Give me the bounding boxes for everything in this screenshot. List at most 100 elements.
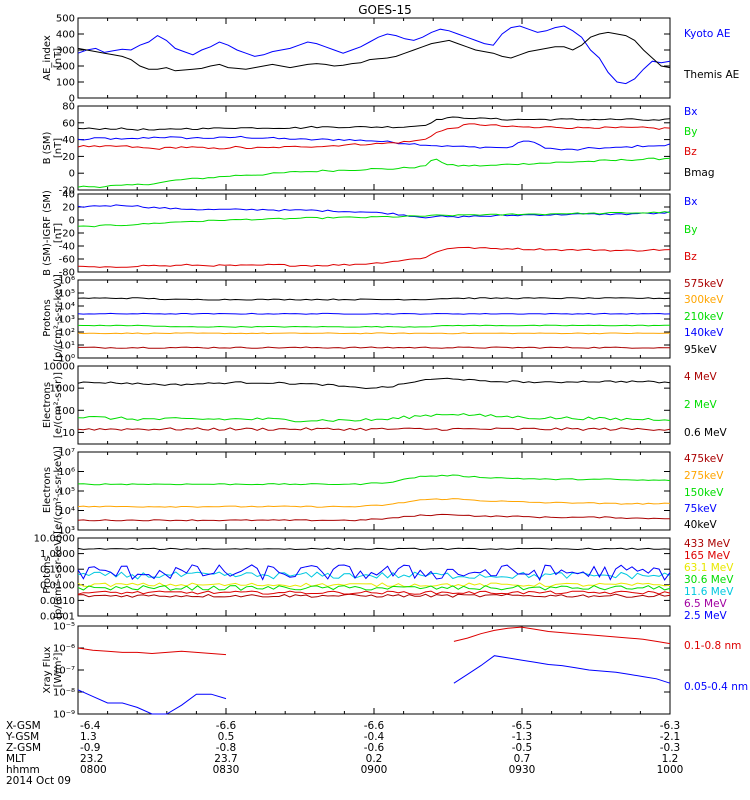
panel-frame: [77, 17, 671, 99]
footer-label-y-gsm: Y-GSM: [5, 731, 39, 743]
footer-y-gsm-value: 0.5: [218, 731, 235, 743]
y-tick-label: 10⁻⁶: [53, 644, 75, 655]
y-tick-label: 10⁵: [58, 289, 75, 300]
panel-protons: 10⁰10¹10²10³10⁴10⁵10⁶Protons[p/(cm²-s-sr…: [42, 274, 724, 364]
legend-6-5-mev: 6.5 MeV: [684, 598, 728, 610]
footer-x-gsm-value: -6.4: [80, 720, 101, 732]
y-tick-label: 10³: [58, 315, 75, 326]
panel-b_sm: -20 0 20 40 60 80 B (SM)[nT] Bx By Bz Bmag: [42, 102, 715, 197]
legend-275kev: 275keV: [684, 470, 724, 482]
y-tick-label: 40: [62, 190, 75, 201]
series-line-bz: [77, 123, 671, 150]
series-line-575kev: [78, 346, 671, 349]
y-axis-label-line: [nT]: [53, 48, 64, 68]
series-line-30-6-mev: [77, 585, 671, 591]
legend-95kev: 95keV: [684, 344, 718, 356]
footer-x-gsm-value: -6.6: [216, 720, 237, 732]
y-axis-label-line: B (SM): [42, 131, 53, 164]
footer-y-gsm-value: -0.4: [364, 731, 385, 743]
y-tick-label: 10⁵: [58, 487, 75, 498]
y-axis-label: B (SM)-IGRF (SM)[nT]: [42, 190, 64, 276]
y-axis-label-line: AE_index: [42, 35, 53, 81]
y-tick-label: 100: [56, 406, 75, 417]
y-tick-label: 10⁴: [58, 506, 75, 517]
y-axis-label-line: [e/(cm²-s-sr)]: [53, 372, 64, 438]
footer-hhmm-value: 0930: [509, 764, 536, 776]
footer-label-hhmm: hhmm: [6, 764, 40, 776]
series-line-0-1-0-8-nm: [77, 647, 227, 656]
legend-140kev: 140keV: [684, 327, 724, 339]
legend-bz: Bz: [684, 251, 697, 263]
series-line-0-6-mev: [77, 377, 671, 390]
y-axis-label-line: Electrons: [42, 467, 53, 513]
figure-title: GOES-15: [358, 3, 412, 17]
footer-x-gsm-value: -6.3: [660, 720, 681, 732]
y-tick-label: 80: [62, 102, 75, 113]
series-line-275kev: [77, 498, 671, 508]
panel-electrons_kev: 10³10⁴10⁵10⁶10⁷Electrons[e/(cm²-s-sr-keV…: [42, 446, 724, 536]
y-axis-label-line: [W/m²]: [53, 652, 64, 687]
y-tick-label: -40: [59, 242, 75, 253]
legend-2-mev: 2 MeV: [684, 399, 718, 411]
legend-bx: Bx: [684, 196, 697, 208]
y-tick-label: 10000: [43, 362, 75, 373]
legend-0-6-mev: 0.6 MeV: [684, 427, 728, 439]
panel-frame: [77, 625, 671, 715]
y-tick-label: 10⁴: [58, 302, 75, 313]
y-axis-label-line: [nT]: [53, 223, 64, 243]
legend-11-6-mev: 11.6 MeV: [684, 586, 734, 598]
legend-by: By: [684, 224, 697, 236]
legend-210kev: 210keV: [684, 311, 724, 323]
y-tick-label: 1.0000: [40, 549, 75, 560]
y-tick-label: 1000: [50, 384, 75, 395]
y-axis-label: Protons[p/(cm²-s-sr-keV)]: [42, 274, 64, 362]
legend-433-mev: 433 MeV: [684, 538, 731, 550]
legend-150kev: 150keV: [684, 487, 724, 499]
legend-63-1-mev: 63.1 MeV: [684, 562, 734, 574]
footer-mlt-value: 23.7: [214, 753, 237, 765]
legend-2-5-mev: 2.5 MeV: [684, 610, 728, 622]
y-tick-label: 100: [56, 78, 75, 89]
series-line-140kev: [77, 312, 671, 315]
panel-frame: [77, 365, 671, 445]
legend-bmag: Bmag: [684, 167, 715, 179]
y-tick-label: 10⁻⁵: [53, 622, 75, 633]
panel-frame: [77, 193, 671, 273]
series-line-by: [77, 157, 671, 189]
footer-mlt-value: 1.2: [662, 753, 679, 765]
series-line-11-6-mev: [77, 571, 671, 580]
y-axis-label: Electrons[e/(cm²-s-sr-keV)]: [42, 446, 64, 534]
footer-x-gsm-value: -6.5: [512, 720, 533, 732]
footer-mlt-value: 0.7: [514, 753, 531, 765]
y-tick-label: -20: [59, 229, 75, 240]
panel-protons_mev: 0.00010.00100.01000.10001.000010.0000Pro…: [34, 531, 735, 622]
panel-frame: [77, 279, 671, 359]
y-axis-label-line: Protons: [42, 556, 53, 593]
footer-date: 2014 Oct 09: [6, 775, 71, 787]
series-line-bx: [77, 204, 671, 219]
y-tick-label: 10⁻⁷: [53, 666, 75, 677]
series-line-210kev: [77, 324, 671, 328]
series-line-4-mev: [77, 427, 671, 431]
series-line-475kev: [77, 513, 671, 522]
y-tick-label: 0.0010: [40, 596, 75, 607]
series-line-300kev: [77, 332, 671, 335]
legend-0-05-0-4-nm: 0.05-0.4 nm: [684, 681, 748, 693]
footer-x-gsm-value: -6.6: [364, 720, 385, 732]
y-tick-label: 10²: [58, 328, 75, 339]
y-tick-label: 10⁶: [58, 467, 75, 478]
y-axis-label-line: [p/(cm²-s-sr-keV)]: [53, 274, 64, 362]
panel-xray: 10⁻⁹ 10⁻⁸ 10⁻⁷ 10⁻⁶ 10⁻⁵ Xray Flux[W/m²] 0.1-0…: [42, 622, 748, 721]
y-tick-label: 10¹: [58, 341, 75, 352]
panel-frame: [77, 451, 671, 531]
legend-40kev: 40keV: [684, 519, 718, 531]
legend-300kev: 300keV: [684, 294, 724, 306]
footer-y-gsm-value: 1.3: [80, 731, 97, 743]
footer-z-gsm-value: -0.9: [80, 742, 101, 754]
y-tick-label: 0.0100: [40, 580, 75, 591]
series-line-2-mev: [77, 413, 671, 423]
series-line-433-mev: [77, 593, 671, 598]
y-tick-label: 10.0000: [34, 534, 75, 545]
